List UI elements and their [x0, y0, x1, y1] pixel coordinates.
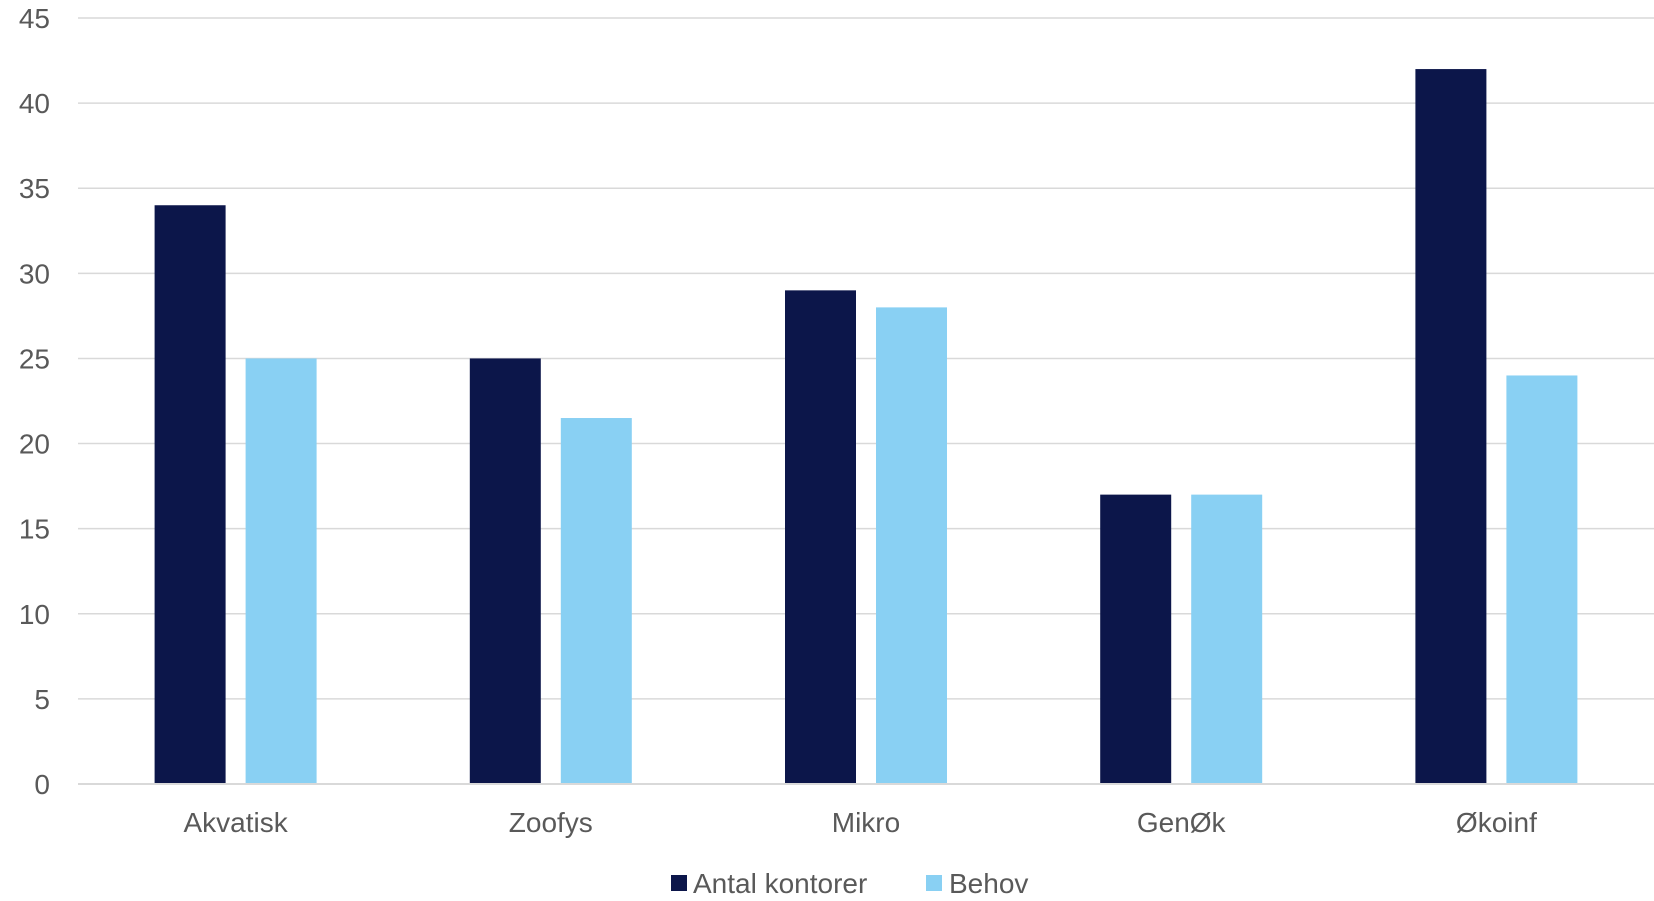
- bar-antal-kontorer-0: [154, 205, 226, 784]
- x-category-label: GenØk: [1137, 807, 1227, 838]
- bar-behov-3: [1191, 494, 1263, 784]
- legend-label-antal-kontorer: Antal kontorer: [693, 868, 867, 899]
- legend-swatch-behov: [926, 875, 942, 891]
- y-tick-label: 25: [19, 343, 50, 374]
- legend: Antal kontorer Behov: [671, 868, 1028, 899]
- x-category-label: Akvatisk: [183, 807, 288, 838]
- y-tick-label: 10: [19, 599, 50, 630]
- legend-swatch-antal-kontorer: [671, 875, 687, 891]
- x-category-label: Økoinf: [1456, 807, 1537, 838]
- bar-antal-kontorer-3: [1100, 494, 1172, 784]
- x-axis-categories: Akvatisk Zoofys Mikro GenØk Økoinf: [183, 807, 1537, 838]
- bar-behov-1: [560, 418, 632, 784]
- bar-behov-0: [245, 358, 317, 784]
- y-axis-ticks: 0 5 10 15 20 25 30 35 40 45: [19, 3, 50, 800]
- y-tick-label: 15: [19, 514, 50, 545]
- bar-antal-kontorer-4: [1415, 69, 1487, 785]
- bar-antal-kontorer-1: [469, 358, 541, 784]
- y-tick-label: 5: [34, 684, 50, 715]
- legend-label-behov: Behov: [949, 868, 1028, 899]
- bar-antal-kontorer-2: [785, 290, 856, 784]
- y-tick-label: 20: [19, 429, 50, 460]
- x-category-label: Zoofys: [509, 807, 593, 838]
- y-tick-label: 35: [19, 173, 50, 204]
- y-tick-label: 40: [19, 88, 50, 119]
- bar-behov-2: [876, 307, 947, 784]
- bar-behov-4: [1506, 375, 1578, 784]
- gridlines: [78, 17, 1654, 700]
- bars: [154, 69, 1578, 785]
- x-category-label: Mikro: [832, 807, 900, 838]
- y-tick-label: 30: [19, 258, 50, 289]
- y-tick-label: 0: [34, 769, 50, 800]
- y-tick-label: 45: [19, 3, 50, 34]
